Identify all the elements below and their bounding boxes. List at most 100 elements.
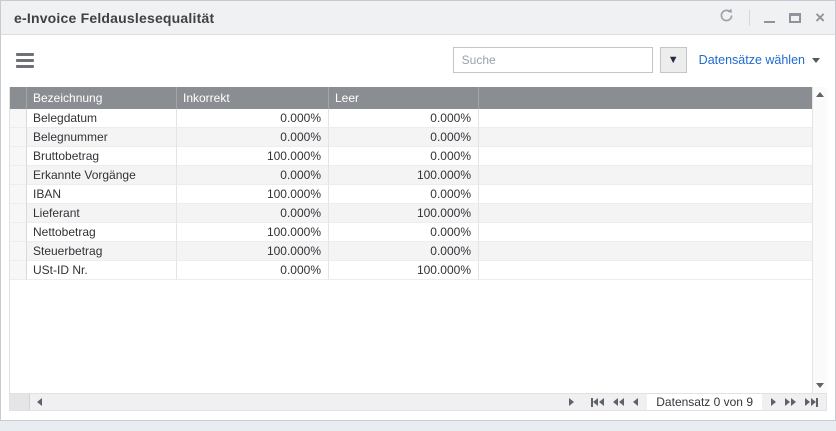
row-selector[interactable] (10, 223, 27, 242)
next-record-button[interactable] (771, 398, 776, 406)
scroll-left-icon[interactable] (37, 398, 42, 406)
cell-inkorrekt: 100.000% (177, 147, 329, 166)
data-grid: Bezeichnung Inkorrekt Leer Belegdatum 0.… (9, 87, 827, 411)
window-title: e-Invoice Feldauslesequalität (14, 9, 215, 26)
table-row[interactable]: Bruttobetrag 100.000% 0.000% (10, 147, 812, 166)
vertical-scrollbar[interactable] (812, 87, 827, 393)
cell-bezeichnung: USt-ID Nr. (27, 261, 177, 280)
next-record-icon (771, 398, 776, 406)
cell-leer: 0.000% (329, 128, 479, 147)
table-row[interactable]: Erkannte Vorgänge 0.000% 100.000% (10, 166, 812, 185)
row-selector[interactable] (10, 242, 27, 261)
cell-leer: 100.000% (329, 261, 479, 280)
first-record-icon (593, 398, 605, 406)
cell-leer: 0.000% (329, 185, 479, 204)
row-selector[interactable] (10, 204, 27, 223)
row-selector[interactable] (10, 128, 27, 147)
cell-inkorrekt: 100.000% (177, 223, 329, 242)
header-filler (479, 87, 812, 109)
filter-button[interactable]: ▼ (659, 47, 687, 73)
select-records-label: Datensätze wählen (698, 53, 805, 67)
scroll-right-icon[interactable] (569, 398, 575, 406)
header-leer[interactable]: Leer (329, 87, 479, 109)
cell-leer: 0.000% (329, 147, 479, 166)
header-selector (10, 87, 27, 109)
close-icon: × (815, 7, 825, 27)
cell-leer: 100.000% (329, 204, 479, 223)
fast-prev-icon (613, 398, 619, 406)
cell-inkorrekt: 100.000% (177, 242, 329, 261)
last-record-icon (805, 398, 816, 406)
cell-inkorrekt: 100.000% (177, 185, 329, 204)
cell-filler (479, 261, 812, 280)
table-header-row: Bezeichnung Inkorrekt Leer (10, 87, 812, 109)
grid-bottom-bar: Datensatz 0 von 9 (9, 393, 827, 411)
cell-filler (479, 223, 812, 242)
cell-bezeichnung: Steuerbetrag (27, 242, 177, 261)
hamburger-icon (16, 52, 34, 56)
cell-filler (479, 147, 812, 166)
window-controls: × (718, 7, 825, 29)
last-record-button[interactable] (805, 397, 818, 407)
header-bezeichnung[interactable]: Bezeichnung (27, 87, 177, 109)
cell-bezeichnung: Belegnummer (27, 128, 177, 147)
scrollbar-corner (10, 394, 30, 410)
horizontal-scrollbar[interactable] (30, 394, 581, 410)
table-row[interactable]: USt-ID Nr. 0.000% 100.000% (10, 261, 812, 280)
row-selector[interactable] (10, 109, 27, 128)
grid-table: Bezeichnung Inkorrekt Leer Belegdatum 0.… (9, 87, 812, 393)
first-record-button[interactable] (591, 397, 605, 407)
cell-filler (479, 242, 812, 261)
table-row[interactable]: Belegdatum 0.000% 0.000% (10, 109, 812, 128)
cell-inkorrekt: 0.000% (177, 109, 329, 128)
cell-inkorrekt: 0.000% (177, 128, 329, 147)
table-row[interactable]: Nettobetrag 100.000% 0.000% (10, 223, 812, 242)
row-selector[interactable] (10, 166, 27, 185)
scroll-up-icon[interactable] (816, 92, 824, 97)
fast-next-icon (785, 398, 790, 406)
title-bar: e-Invoice Feldauslesequalität × (1, 1, 835, 35)
refresh-icon (718, 7, 735, 29)
header-inkorrekt[interactable]: Inkorrekt (177, 87, 329, 109)
cell-bezeichnung: Nettobetrag (27, 223, 177, 242)
app-window: e-Invoice Feldauslesequalität × (0, 0, 836, 421)
table-row[interactable]: Steuerbetrag 100.000% 0.000% (10, 242, 812, 261)
cell-filler (479, 128, 812, 147)
toolbar: ▼ Datensätze wählen (1, 35, 835, 85)
controls-divider (749, 9, 751, 26)
pagination: Datensatz 0 von 9 (581, 394, 826, 410)
row-selector[interactable] (10, 147, 27, 166)
select-records-button[interactable]: Datensätze wählen (699, 53, 820, 67)
close-button[interactable]: × (815, 7, 825, 27)
empty-grid-area (10, 280, 812, 393)
cell-filler (479, 204, 812, 223)
fast-prev-button[interactable] (613, 398, 625, 406)
record-info: Datensatz 0 von 9 (647, 394, 762, 410)
row-selector[interactable] (10, 185, 27, 204)
cell-inkorrekt: 0.000% (177, 204, 329, 223)
table-row[interactable]: Belegnummer 0.000% 0.000% (10, 128, 812, 147)
prev-record-button[interactable] (633, 398, 639, 406)
cell-leer: 100.000% (329, 166, 479, 185)
cell-bezeichnung: Belegdatum (27, 109, 177, 128)
search-input[interactable] (452, 47, 653, 73)
scroll-down-icon[interactable] (816, 383, 824, 388)
chevron-down-icon (812, 57, 820, 63)
cell-bezeichnung: Erkannte Vorgänge (27, 166, 177, 185)
table-body: Belegdatum 0.000% 0.000% Belegnummer 0.0… (10, 109, 812, 280)
fast-next-button[interactable] (785, 398, 796, 406)
refresh-button[interactable] (718, 7, 735, 29)
menu-button[interactable] (16, 52, 34, 68)
cell-inkorrekt: 0.000% (177, 261, 329, 280)
cell-filler (479, 109, 812, 128)
table-row[interactable]: Lieferant 0.000% 100.000% (10, 204, 812, 223)
cell-leer: 0.000% (329, 109, 479, 128)
cell-bezeichnung: IBAN (27, 185, 177, 204)
minimize-button[interactable] (764, 12, 776, 23)
row-selector[interactable] (10, 261, 27, 280)
maximize-button[interactable] (789, 12, 802, 23)
cell-bezeichnung: Lieferant (27, 204, 177, 223)
table-row[interactable]: IBAN 100.000% 0.000% (10, 185, 812, 204)
cell-leer: 0.000% (329, 223, 479, 242)
minimize-icon (764, 21, 776, 23)
